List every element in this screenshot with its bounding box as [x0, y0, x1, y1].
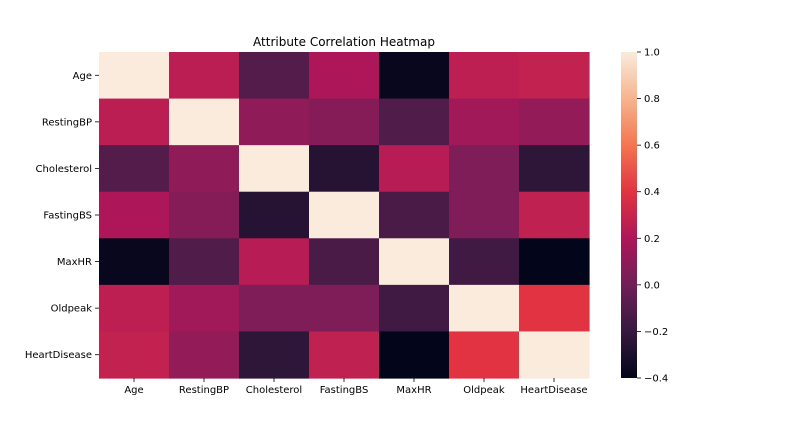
heatmap-cell	[239, 98, 310, 146]
heatmap-cell	[99, 284, 170, 333]
heatmap-cell	[239, 145, 310, 193]
colorbar-gradient	[621, 52, 637, 378]
heatmap-cell	[169, 98, 240, 146]
heatmap-cell	[519, 98, 590, 146]
colorbar-tick-label: 1.0	[644, 48, 660, 59]
heatmap-cell	[449, 191, 520, 239]
heatmap-cell	[99, 52, 170, 100]
heatmap-cell	[379, 238, 450, 286]
colorbar-tick-label: 0.2	[644, 234, 660, 245]
heatmap-cell	[99, 331, 170, 379]
colorbar: 1.0 0.8 0.6 0.4 0.2 0.0 −0.2 −0.4	[621, 48, 668, 385]
x-tick-label: RestingBP	[179, 385, 229, 396]
heatmap-cell	[309, 145, 380, 193]
x-axis-labels: Age RestingBP Cholesterol FastingBS MaxHR Old…	[124, 378, 588, 396]
x-tick-label: FastingBS	[320, 385, 369, 396]
colorbar-tick-label: 0.4	[644, 187, 660, 198]
heatmap-cell	[239, 238, 310, 286]
y-tick-label: HeartDisease	[25, 350, 92, 361]
colorbar-tick-label: −0.2	[644, 327, 668, 338]
heatmap-cell	[169, 331, 240, 379]
x-tick-label: MaxHR	[396, 385, 431, 396]
y-tick-label: Cholesterol	[36, 164, 92, 175]
colorbar-tick-label: 0.0	[644, 280, 660, 291]
heatmap-cell	[239, 284, 310, 333]
heatmap-cell	[309, 52, 380, 100]
heatmap-cell	[379, 98, 450, 146]
heatmap-cell	[309, 284, 380, 333]
heatmap-cell	[169, 284, 240, 333]
y-tick-label: RestingBP	[42, 117, 92, 128]
heatmap-cell	[379, 191, 450, 239]
heatmap-cell	[449, 284, 520, 333]
heatmap-cell	[379, 145, 450, 193]
heatmap-cell	[379, 284, 450, 333]
heatmap-cell	[99, 145, 170, 193]
heatmap-cell	[99, 98, 170, 146]
y-tick-label: FastingBS	[43, 211, 92, 222]
heatmap-cell	[309, 98, 380, 146]
colorbar-tick-label: 0.6	[644, 141, 660, 152]
x-tick-label: Age	[124, 385, 143, 396]
heatmap-cell	[169, 52, 240, 100]
chart-title: Attribute Correlation Heatmap	[253, 35, 435, 49]
heatmap-cell	[99, 191, 170, 239]
x-tick-label: Oldpeak	[463, 385, 505, 396]
heatmap-cell	[449, 238, 520, 286]
heatmap-cell	[239, 191, 310, 239]
heatmap-cell	[519, 284, 590, 333]
heatmap-cell	[309, 238, 380, 286]
y-axis-labels: Age RestingBP Cholesterol FastingBS MaxHR Old…	[25, 71, 99, 361]
y-tick-label: MaxHR	[57, 257, 92, 268]
heatmap-cell	[449, 52, 520, 100]
heatmap-cell	[309, 331, 380, 379]
heatmap-cell	[239, 52, 310, 100]
heatmap-cell	[309, 191, 380, 239]
heatmap-cell	[169, 191, 240, 239]
y-tick-label: Oldpeak	[51, 304, 93, 315]
heatmap-cell	[169, 145, 240, 193]
y-tick-label: Age	[73, 71, 92, 82]
colorbar-tick-label: 0.8	[644, 94, 660, 105]
heatmap-cell	[449, 145, 520, 193]
heatmap-cells	[99, 52, 590, 379]
heatmap-cell	[449, 98, 520, 146]
x-tick-label: Cholesterol	[246, 385, 302, 396]
heatmap-cell	[379, 52, 450, 100]
colorbar-tick-label: −0.4	[644, 374, 668, 385]
heatmap-cell	[239, 331, 310, 379]
heatmap-cell	[99, 238, 170, 286]
heatmap-cell	[519, 52, 590, 100]
heatmap-cell	[519, 331, 590, 379]
heatmap-cell	[519, 238, 590, 286]
heatmap-cell	[379, 331, 450, 379]
colorbar-ticks: 1.0 0.8 0.6 0.4 0.2 0.0 −0.2 −0.4	[637, 48, 668, 385]
x-tick-label: HeartDisease	[520, 385, 587, 396]
heatmap-cell	[449, 331, 520, 379]
heatmap-cell	[519, 145, 590, 193]
heatmap-cell	[519, 191, 590, 239]
heatmap-cell	[169, 238, 240, 286]
